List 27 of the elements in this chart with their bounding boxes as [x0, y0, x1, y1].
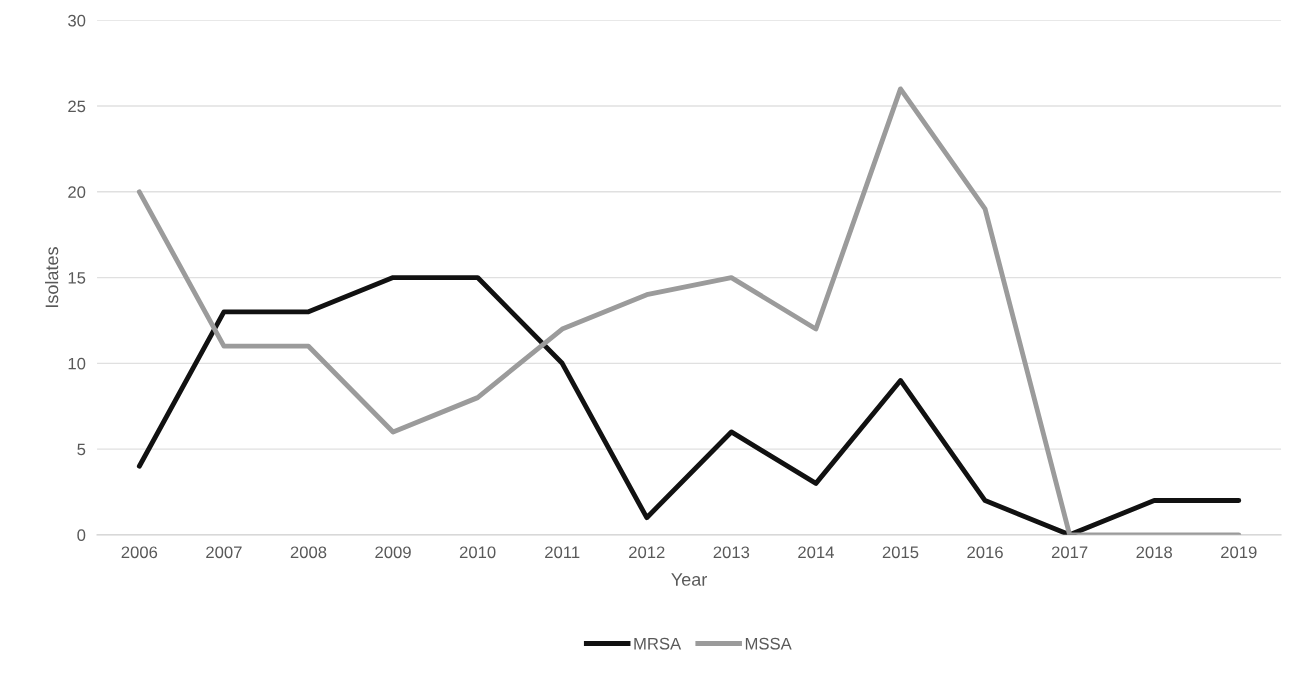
x-tick-label: 2010 — [459, 546, 496, 559]
x-tick-label: 2007 — [206, 546, 242, 559]
y-tick-label: 0 — [77, 529, 86, 542]
legend-label: MRSA — [634, 637, 682, 650]
x-tick-label: 2018 — [1136, 546, 1173, 559]
legend-label: MSSA — [745, 637, 792, 650]
x-tick-label: 2012 — [629, 546, 665, 559]
x-tick-label: 2011 — [545, 546, 580, 559]
y-tick-label: 25 — [68, 100, 86, 113]
x-tick-label: 2006 — [121, 546, 158, 559]
y-tick-label: 15 — [68, 272, 86, 284]
y-axis-title: Isolates — [45, 247, 59, 308]
x-tick-label: 2019 — [1221, 546, 1257, 559]
x-tick-label: 2013 — [713, 546, 750, 559]
x-tick-label: 2017 — [1051, 546, 1088, 559]
x-axis-title: Year — [671, 573, 707, 586]
line-series — [136, 86, 1242, 535]
x-tick-label: 2008 — [290, 546, 327, 559]
y-tick-label: 20 — [68, 186, 86, 199]
x-tick-label: 2009 — [375, 546, 411, 559]
y-tick-label: 30 — [68, 14, 86, 27]
y-tick-label: 5 — [77, 443, 86, 456]
x-tick-label: 2016 — [967, 546, 1003, 559]
y-tick-label: 10 — [68, 357, 86, 370]
line-series — [136, 275, 1242, 535]
x-tick-label: 2014 — [798, 546, 834, 559]
x-tick-label: 2015 — [882, 546, 919, 559]
